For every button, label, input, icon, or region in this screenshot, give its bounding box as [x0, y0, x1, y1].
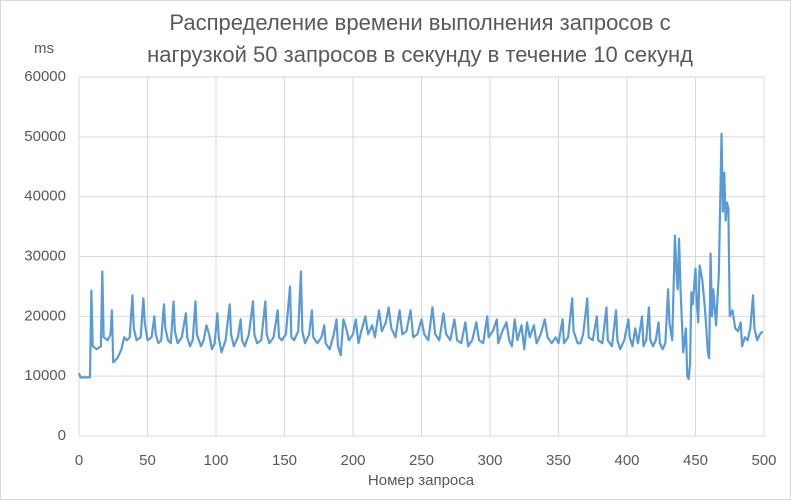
- chart-title: нагрузкой 50 запросов в секунду в течени…: [147, 42, 693, 67]
- y-tick-label: 10000: [24, 367, 66, 384]
- x-tick-label: 100: [203, 452, 228, 469]
- data-line: [77, 132, 764, 381]
- x-tick-label: 0: [75, 452, 83, 469]
- y-tick-label: 30000: [24, 247, 66, 264]
- chart-title: Распределение времени выполнения запросо…: [169, 10, 670, 35]
- y-tick-label: 40000: [24, 188, 66, 205]
- x-tick-label: 500: [751, 452, 776, 469]
- y-tick-label: 20000: [24, 307, 66, 324]
- x-axis-label: Номер запроса: [368, 472, 475, 489]
- x-tick-label: 400: [614, 452, 639, 469]
- x-tick-label: 50: [139, 452, 156, 469]
- x-tick-label: 150: [272, 452, 297, 469]
- y-tick-label: 60000: [24, 68, 66, 85]
- x-tick-label: 300: [477, 452, 502, 469]
- x-tick-label: 350: [546, 452, 571, 469]
- x-tick-label: 200: [340, 452, 365, 469]
- y-tick-label: 50000: [24, 128, 66, 145]
- y-tick-label: 0: [58, 427, 66, 444]
- x-tick-label: 450: [683, 452, 708, 469]
- y-axis-label: ms: [34, 40, 54, 57]
- x-tick-label: 250: [409, 452, 434, 469]
